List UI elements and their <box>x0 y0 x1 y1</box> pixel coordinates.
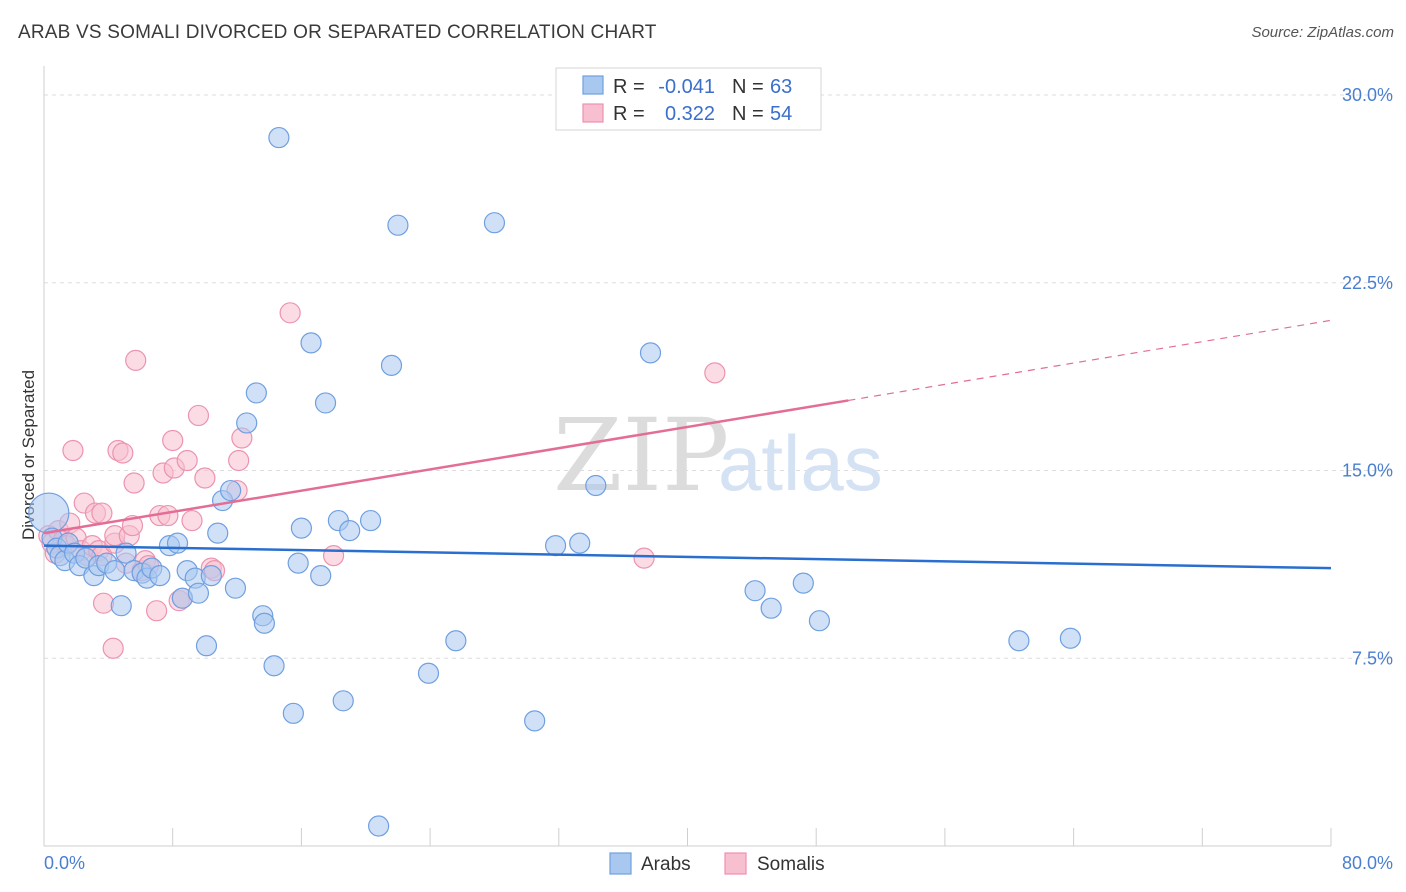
arabs-point <box>200 565 222 587</box>
legend-n-value: 54 <box>770 103 792 125</box>
arabs-point <box>314 392 337 414</box>
arabs-point <box>339 519 361 542</box>
arabs-point <box>166 532 189 554</box>
arabs-point <box>290 517 312 539</box>
arabs-point <box>760 597 782 619</box>
arabs-point <box>1008 630 1030 652</box>
somalis-point <box>279 302 301 324</box>
arabs-point <box>368 815 390 837</box>
y-tick-labels: 7.5% 15.0% 22.5% 30.0% <box>1342 85 1393 668</box>
arabs-point <box>544 535 567 557</box>
somalis-point <box>92 592 115 614</box>
chart-title: ARAB VS SOMALI DIVORCED OR SEPARATED COR… <box>18 22 657 43</box>
arabs-point <box>387 214 409 236</box>
legend-r-label: R = <box>613 76 645 98</box>
somalis-point <box>162 429 184 452</box>
arabs-point <box>104 560 126 582</box>
arabs-point <box>268 126 290 149</box>
arabs-point <box>300 332 322 354</box>
legend-n-value: 63 <box>770 76 792 98</box>
y-tick-label: 22.5% <box>1342 273 1393 293</box>
arabs-point <box>224 577 247 599</box>
arabs-point <box>639 342 662 364</box>
y-tick-label: 7.5% <box>1352 648 1393 668</box>
arabs-point <box>28 492 70 534</box>
trend-lines <box>43 319 1332 570</box>
arabs-point <box>263 655 285 677</box>
somalis-trend-extension <box>848 319 1332 402</box>
arabs-point <box>310 565 332 587</box>
somalis-point <box>228 449 250 472</box>
arabs-point <box>245 382 267 404</box>
somalis-point <box>62 439 84 462</box>
legend-r-value: 0.322 <box>665 103 715 125</box>
arabs-point <box>1059 627 1081 649</box>
series-legend-swatch-arabs <box>609 852 632 875</box>
arabs-trend-line <box>43 544 1332 570</box>
series-legend: Arabs Somalis <box>609 852 825 875</box>
arabs-point <box>236 412 258 434</box>
arabs-point <box>359 509 382 532</box>
arabs-point <box>569 532 591 554</box>
arabs-point <box>380 354 403 376</box>
arabs-point <box>110 595 132 617</box>
somalis-point <box>125 349 147 371</box>
axes <box>43 66 1332 847</box>
somalis-point <box>194 467 216 489</box>
y-axis-label: Divorced or Separated <box>19 370 38 540</box>
legend-swatch-arabs <box>582 75 604 95</box>
somalis-point <box>91 502 113 524</box>
somalis-point <box>112 442 134 464</box>
x-tick-label-max: 80.0% <box>1342 853 1393 873</box>
arabs-point <box>187 582 210 604</box>
watermark-atlas: atlas <box>718 419 883 507</box>
arabs-point <box>483 212 506 234</box>
arabs-point <box>792 572 814 594</box>
somalis-point <box>146 600 168 622</box>
somalis-point <box>322 545 345 567</box>
arabs-point <box>149 565 171 587</box>
arabs-point <box>287 552 309 574</box>
legend-r-label: R = <box>613 103 645 125</box>
somalis-point <box>633 547 655 569</box>
x-tick-label-min: 0.0% <box>44 853 85 873</box>
arabs-point <box>253 612 275 634</box>
somalis-point <box>187 404 210 427</box>
arabs-point <box>332 690 354 712</box>
somalis-point <box>102 637 124 659</box>
arabs-point <box>808 610 831 632</box>
series-legend-swatch-somalis <box>724 852 747 875</box>
arabs-point <box>220 479 242 502</box>
somalis-point <box>176 449 198 472</box>
y-tick-label: 15.0% <box>1342 461 1393 481</box>
arabs-point <box>417 662 440 684</box>
legend-r-value: -0.041 <box>658 76 715 98</box>
legend-n-label: N = <box>732 76 764 98</box>
legend-swatch-somalis <box>582 103 604 123</box>
somalis-point <box>704 362 726 384</box>
series-legend-label-somalis: Somalis <box>757 854 825 875</box>
series-legend-label-arabs: Arabs <box>641 854 691 875</box>
arabs-point <box>282 702 304 724</box>
arabs-point <box>524 710 546 732</box>
arabs-point <box>744 580 766 602</box>
arabs-point <box>445 630 467 652</box>
arabs-point <box>585 474 607 497</box>
watermark: ZIP atlas <box>553 397 883 514</box>
source-attribution: Source: ZipAtlas.com <box>1251 24 1394 41</box>
somalis-point <box>157 504 179 527</box>
somalis-point <box>181 509 203 532</box>
somalis-trend-line <box>43 399 849 535</box>
watermark-zip: ZIP <box>553 397 729 514</box>
stats-legend: R = -0.041 N = 63 R = 0.322 N = 54 <box>555 67 822 131</box>
arabs-point <box>195 635 218 657</box>
y-tick-label: 30.0% <box>1342 85 1393 105</box>
arabs-point <box>207 522 229 544</box>
legend-n-label: N = <box>732 103 764 125</box>
somalis-point <box>123 472 145 494</box>
